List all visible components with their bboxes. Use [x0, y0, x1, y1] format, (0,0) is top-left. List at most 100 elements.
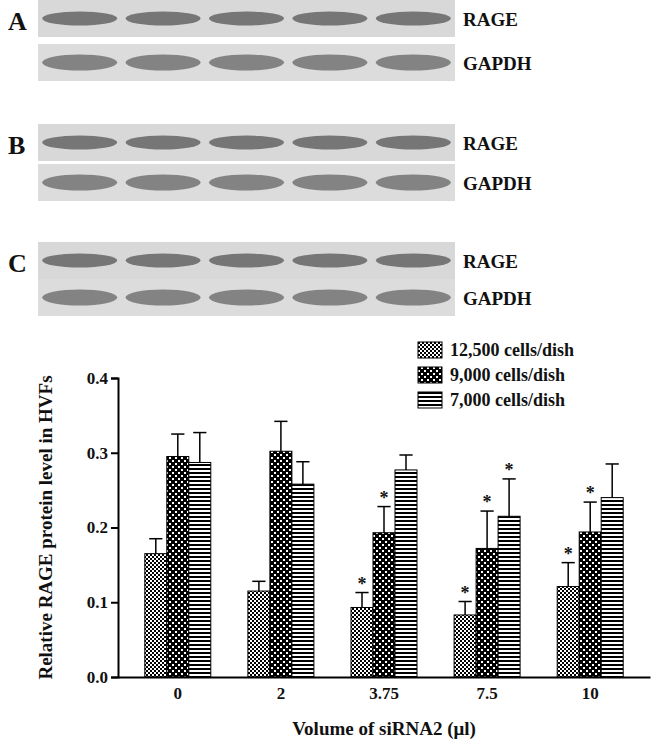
x-tick: 3.75: [369, 677, 399, 703]
error-cap: [296, 461, 309, 463]
significance-mark: *: [586, 483, 595, 503]
significance-mark: *: [505, 460, 514, 480]
significance-mark: *: [380, 488, 389, 508]
y-tick-label: 0.2: [87, 518, 108, 537]
blot-band: [376, 136, 451, 150]
y-tick-mark: [111, 452, 118, 454]
error-line: [508, 479, 510, 516]
blot-strip: [38, 124, 455, 161]
y-tick: 0.1: [87, 593, 118, 612]
error-line: [258, 581, 260, 591]
blot-band: [292, 55, 367, 71]
blot-band: [376, 175, 451, 191]
y-tick: 0.2: [87, 518, 118, 537]
bar: [601, 498, 623, 677]
blot-band: [209, 136, 284, 150]
blot-strip: [38, 279, 455, 316]
bar-series: [189, 433, 623, 677]
significance-mark: *: [564, 544, 573, 564]
legend-swatch: [418, 342, 442, 358]
blot-panel: CRAGEGAPDH: [8, 242, 532, 316]
error-cap: [193, 432, 206, 434]
significance-mark: *: [483, 492, 492, 512]
error-line: [383, 507, 385, 533]
error-bar: [481, 511, 494, 548]
blot-band: [126, 136, 201, 150]
bar: [557, 587, 579, 677]
error-cap: [399, 454, 412, 456]
legend-swatch: [418, 367, 442, 383]
y-tick-mark: [111, 602, 118, 604]
x-axis: 0 2 3.75 7.5 10: [119, 677, 651, 703]
blot-strip: [38, 164, 455, 201]
error-line: [405, 455, 407, 470]
blot-band: [42, 55, 117, 71]
x-tick: 10: [582, 677, 599, 703]
blot-band: [209, 175, 284, 191]
y-tick-mark: [111, 527, 118, 529]
error-line: [361, 593, 363, 608]
bar: [579, 532, 601, 677]
y-axis-title: Relative RAGE protein level in HVFs: [35, 375, 56, 679]
blot-row-label: RAGE: [463, 133, 518, 154]
y-tick: 0.4: [87, 369, 118, 388]
bar-series: [167, 421, 601, 677]
y-tick-label: 0.4: [87, 369, 109, 388]
annotations: *******: [358, 460, 595, 603]
error-bar: [377, 507, 390, 533]
error-bar: [355, 593, 368, 608]
error-bar: [274, 421, 287, 451]
x-axis-line: [119, 677, 651, 679]
blot-band: [292, 12, 367, 26]
error-cap: [274, 421, 287, 423]
error-line: [589, 502, 591, 532]
error-line: [486, 511, 488, 548]
error-cap: [606, 463, 619, 465]
error-bar: [399, 455, 412, 470]
legend-label: 12,500 cells/dish: [450, 340, 574, 360]
bar: [476, 548, 498, 677]
y-tick: 0.3: [87, 444, 118, 463]
error-bar: [584, 502, 597, 532]
blot-band: [292, 290, 367, 306]
bar: [270, 451, 292, 677]
x-tick-label: 0: [174, 684, 183, 703]
error-cap: [171, 433, 184, 435]
blot-strip: [38, 44, 455, 81]
blot-band: [126, 55, 201, 71]
blot-row-label: GAPDH: [463, 173, 532, 194]
blot-row-label: GAPDH: [463, 53, 532, 74]
y-axis: 0.0 0.1 0.2 0.3 0.4: [87, 369, 119, 687]
blot-band: [209, 55, 284, 71]
error-cap: [149, 538, 162, 540]
y-tick-label: 0.3: [87, 444, 108, 463]
panel-label: B: [8, 131, 25, 160]
blot-band: [42, 175, 117, 191]
legend-label: 7,000 cells/dish: [450, 390, 565, 410]
legend: 12,500 cells/dish9,000 cells/dish7,000 c…: [418, 340, 574, 410]
blot-band: [126, 12, 201, 26]
panel-label: A: [8, 7, 27, 36]
error-bar: [193, 433, 206, 463]
bar: [189, 462, 211, 677]
blot-band: [42, 136, 117, 150]
bar: [248, 591, 270, 677]
bar: [292, 484, 314, 677]
blot-band: [42, 290, 117, 306]
error-line: [567, 563, 569, 587]
blot-band: [292, 254, 367, 268]
x-tick: 7.5: [476, 677, 497, 703]
error-line: [464, 602, 466, 615]
blot-band: [376, 12, 451, 26]
plot-area: [145, 421, 623, 677]
bar: [351, 607, 373, 677]
blot-band: [42, 254, 117, 268]
significance-mark: *: [461, 583, 470, 603]
error-line: [280, 421, 282, 451]
error-bar: [171, 434, 184, 456]
x-tick: 2: [277, 677, 286, 703]
blot-band: [126, 290, 201, 306]
error-bar: [149, 539, 162, 554]
bar: [167, 456, 189, 677]
y-tick: 0.0: [87, 668, 118, 687]
